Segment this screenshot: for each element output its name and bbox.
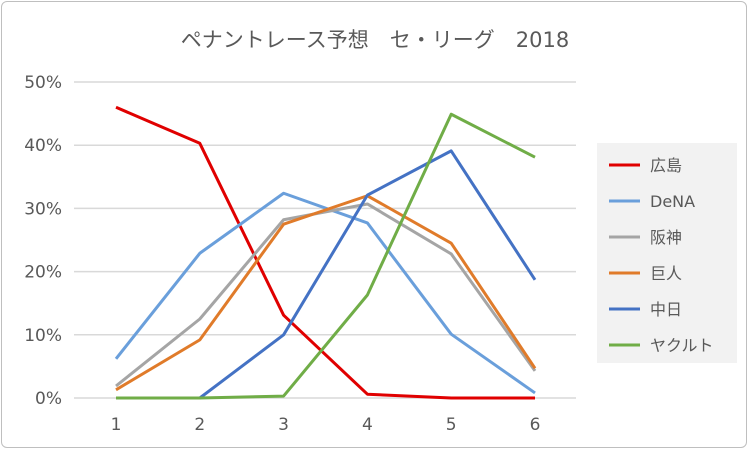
legend-box (597, 143, 737, 363)
legend-label: DeNA (650, 192, 695, 211)
y-tick-label: 40% (24, 136, 62, 156)
series-line-0 (115, 105, 535, 400)
chart-title: ペナントレース予想 セ・リーグ 2018 (181, 28, 569, 52)
legend-label: 広島 (650, 156, 682, 175)
y-tick-label: 30% (24, 199, 62, 219)
x-tick-label: 5 (446, 415, 457, 435)
x-tick-label: 3 (278, 415, 289, 435)
series-line-3 (115, 194, 537, 392)
x-tick-label: 4 (362, 415, 373, 435)
series-line-5 (116, 112, 536, 400)
x-tick-label: 1 (111, 415, 122, 435)
legend-label: ヤクルト (650, 336, 714, 355)
legend-label: 巨人 (650, 264, 682, 283)
y-tick-label: 50% (24, 73, 62, 93)
y-tick-label: 0% (35, 389, 62, 409)
x-tick-label: 6 (530, 415, 541, 435)
y-tick-label: 10% (24, 326, 62, 346)
legend-label: 中日 (650, 300, 682, 319)
y-tick-label: 20% (24, 263, 62, 283)
x-tick-label: 2 (194, 415, 205, 435)
legend-label: 阪神 (650, 228, 682, 247)
series-line-1 (114, 191, 536, 395)
series-line-2 (115, 202, 537, 388)
